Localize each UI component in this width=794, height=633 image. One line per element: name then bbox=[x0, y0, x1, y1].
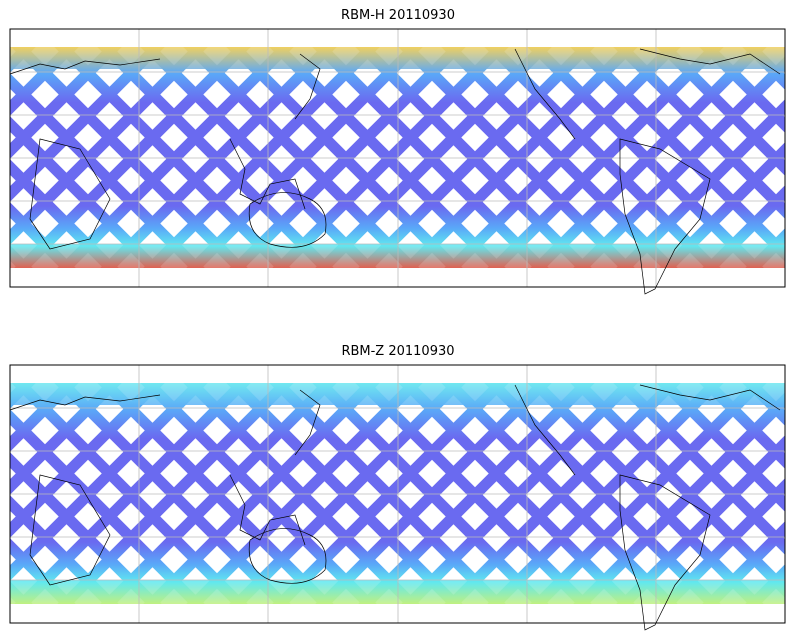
panel-1-title: RBM-H 20110930 bbox=[341, 8, 455, 23]
swath-ascending bbox=[699, 383, 785, 469]
satellite-swaths bbox=[10, 375, 794, 615]
swath-descending bbox=[530, 47, 767, 268]
swath-descending bbox=[616, 435, 785, 604]
coastline bbox=[514, 384, 576, 476]
map-frame bbox=[9, 364, 786, 624]
swath-descending bbox=[143, 47, 380, 268]
swath-descending bbox=[100, 47, 337, 268]
satellite-swaths bbox=[10, 39, 794, 279]
swath-descending bbox=[358, 383, 595, 604]
swath-descending bbox=[315, 47, 552, 268]
coastline bbox=[619, 474, 711, 631]
swath-descending bbox=[487, 383, 724, 604]
panel-2-title: RBM-Z 20110930 bbox=[341, 344, 455, 359]
swath-descending bbox=[272, 383, 509, 604]
swath-descending bbox=[530, 383, 767, 604]
swath-descending bbox=[10, 47, 165, 202]
swath-ascending bbox=[742, 383, 785, 426]
swath-descending bbox=[10, 47, 79, 116]
map-panel-1 bbox=[9, 28, 794, 295]
swath-ascending bbox=[10, 538, 76, 604]
coastline bbox=[29, 474, 111, 586]
swath-descending bbox=[143, 383, 380, 604]
swath-ascending bbox=[785, 375, 794, 615]
swath-descending bbox=[659, 142, 785, 268]
coastline bbox=[248, 528, 327, 584]
swath-ascending bbox=[742, 47, 785, 90]
swath-descending bbox=[573, 56, 785, 268]
swath-descending bbox=[444, 47, 681, 268]
swath-descending bbox=[573, 392, 785, 604]
swath-ascending bbox=[10, 202, 76, 268]
coastline bbox=[9, 394, 161, 411]
swath-ascending bbox=[10, 159, 119, 268]
swath-descending bbox=[10, 47, 122, 159]
swath-descending bbox=[10, 383, 36, 409]
swath-descending bbox=[745, 228, 785, 268]
coastline bbox=[9, 58, 161, 75]
swath-descending bbox=[659, 478, 785, 604]
swath-descending bbox=[785, 375, 794, 615]
swath-descending bbox=[702, 185, 785, 268]
swath-descending bbox=[315, 383, 552, 604]
swath-descending bbox=[10, 383, 208, 581]
swath-ascending bbox=[10, 581, 33, 604]
coastline bbox=[639, 384, 781, 411]
swath-ascending bbox=[785, 39, 794, 279]
coastline bbox=[229, 474, 306, 546]
swath-descending bbox=[745, 564, 785, 604]
swath-descending bbox=[10, 383, 79, 452]
coastline bbox=[514, 48, 576, 140]
coastline bbox=[619, 138, 711, 295]
coastline bbox=[294, 53, 321, 120]
swath-descending bbox=[10, 383, 122, 495]
coastline bbox=[229, 138, 306, 210]
swath-descending bbox=[358, 47, 595, 268]
swath-descending bbox=[14, 383, 251, 604]
swath-descending bbox=[57, 47, 294, 268]
swath-descending bbox=[401, 47, 638, 268]
swath-descending bbox=[616, 99, 785, 268]
swath-descending bbox=[444, 383, 681, 604]
swath-descending bbox=[14, 47, 251, 268]
swath-descending bbox=[10, 47, 208, 245]
swath-ascending bbox=[10, 495, 119, 604]
swath-descending bbox=[229, 383, 466, 604]
coastline bbox=[248, 192, 327, 248]
swath-ascending bbox=[10, 245, 33, 268]
swath-descending bbox=[10, 47, 36, 73]
swath-descending bbox=[229, 47, 466, 268]
coastline bbox=[294, 389, 321, 456]
swath-descending bbox=[272, 47, 509, 268]
swath-descending bbox=[186, 383, 423, 604]
map-frame bbox=[9, 28, 786, 288]
coastline bbox=[639, 48, 781, 75]
coastline bbox=[29, 138, 111, 250]
map-panel-2 bbox=[9, 364, 794, 631]
swath-descending bbox=[487, 47, 724, 268]
swath-descending bbox=[100, 383, 337, 604]
swath-ascending bbox=[699, 47, 785, 133]
swath-descending bbox=[785, 39, 794, 279]
swath-descending bbox=[401, 383, 638, 604]
swath-descending bbox=[186, 47, 423, 268]
swath-descending bbox=[10, 383, 165, 538]
swath-descending bbox=[57, 383, 294, 604]
swath-descending bbox=[702, 521, 785, 604]
